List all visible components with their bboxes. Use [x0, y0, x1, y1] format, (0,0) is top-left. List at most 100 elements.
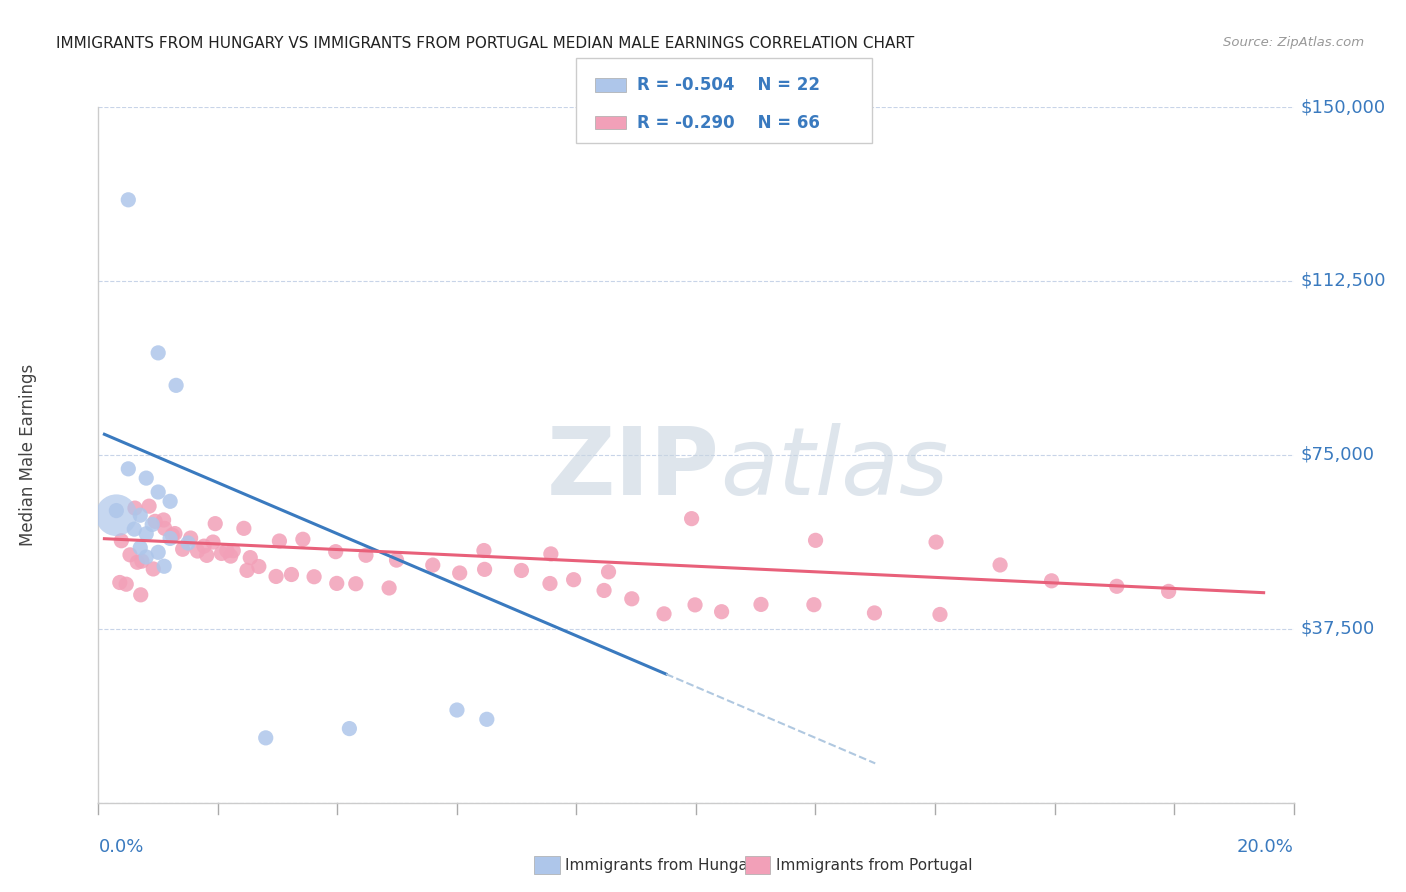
Point [510, 564, 533, 578]
Point [593, 583, 616, 598]
Point [280, 567, 302, 582]
Point [117, 193, 139, 207]
Point [1157, 584, 1180, 599]
Point [929, 607, 952, 622]
Point [385, 553, 408, 567]
Point [142, 562, 165, 576]
Point [710, 605, 733, 619]
Point [159, 532, 181, 546]
Point [135, 526, 157, 541]
Text: $112,500: $112,500 [1301, 272, 1386, 290]
Point [236, 563, 259, 577]
Text: Immigrants from Hungary: Immigrants from Hungary [565, 858, 763, 872]
Text: Source: ZipAtlas.com: Source: ZipAtlas.com [1223, 36, 1364, 49]
Point [105, 503, 128, 517]
Point [215, 543, 238, 558]
Point [135, 549, 157, 564]
Text: R = -0.290    N = 66: R = -0.290 N = 66 [637, 113, 820, 132]
Point [232, 521, 254, 535]
Point [1105, 579, 1128, 593]
Point [110, 533, 132, 548]
Point [129, 588, 152, 602]
Point [326, 576, 349, 591]
Point [135, 471, 157, 485]
Point [422, 558, 444, 573]
Point [118, 548, 141, 562]
Point [193, 539, 215, 553]
Point [925, 535, 948, 549]
Point [446, 703, 468, 717]
Point [269, 534, 291, 549]
Text: R = -0.504    N = 22: R = -0.504 N = 22 [637, 76, 820, 95]
Point [108, 575, 131, 590]
Point [148, 485, 170, 500]
Point [344, 576, 367, 591]
Text: $75,000: $75,000 [1301, 446, 1375, 464]
Point [475, 712, 498, 726]
Point [153, 521, 176, 535]
Point [202, 535, 225, 549]
Text: IMMIGRANTS FROM HUNGARY VS IMMIGRANTS FROM PORTUGAL MEDIAN MALE EARNINGS CORRELA: IMMIGRANTS FROM HUNGARY VS IMMIGRANTS FR… [56, 36, 914, 51]
Point [186, 544, 208, 558]
Point [160, 528, 183, 542]
Text: $37,500: $37,500 [1301, 620, 1375, 638]
Point [254, 731, 277, 745]
Point [177, 536, 200, 550]
Point [449, 566, 471, 580]
Point [143, 514, 166, 528]
Point [127, 555, 149, 569]
Text: Median Male Earnings: Median Male Earnings [20, 364, 37, 546]
Point [131, 554, 153, 568]
Point [681, 511, 703, 525]
Point [291, 533, 314, 547]
Point [620, 591, 643, 606]
Point [863, 606, 886, 620]
Text: 20.0%: 20.0% [1237, 838, 1294, 856]
Text: $150,000: $150,000 [1301, 98, 1386, 116]
Point [804, 533, 827, 548]
Point [652, 607, 675, 621]
Point [138, 499, 160, 513]
Point [538, 576, 561, 591]
Point [988, 558, 1011, 572]
Point [204, 516, 226, 531]
Point [153, 559, 176, 574]
Point [302, 570, 325, 584]
Point [339, 722, 360, 736]
Text: atlas: atlas [720, 424, 948, 515]
Point [598, 565, 620, 579]
Point [172, 542, 194, 557]
Point [163, 526, 186, 541]
Point [124, 501, 146, 516]
Text: ZIP: ZIP [547, 423, 720, 515]
Point [117, 462, 139, 476]
Point [239, 550, 262, 565]
Point [222, 543, 245, 558]
Point [195, 549, 218, 563]
Point [129, 508, 152, 523]
Point [474, 562, 496, 576]
Point [124, 522, 146, 536]
Point [803, 598, 825, 612]
Point [264, 569, 287, 583]
Point [219, 549, 242, 563]
Point [152, 513, 174, 527]
Text: 0.0%: 0.0% [98, 838, 143, 856]
Text: Immigrants from Portugal: Immigrants from Portugal [776, 858, 973, 872]
Point [180, 531, 202, 545]
Point [378, 581, 401, 595]
Point [562, 573, 585, 587]
Point [105, 508, 128, 523]
Point [354, 549, 377, 563]
Point [115, 577, 138, 591]
Point [159, 494, 181, 508]
Point [540, 547, 562, 561]
Point [129, 541, 152, 555]
Point [148, 545, 170, 559]
Point [148, 346, 170, 360]
Point [683, 598, 706, 612]
Point [165, 378, 187, 392]
Point [325, 544, 347, 558]
Point [247, 559, 270, 574]
Point [749, 598, 772, 612]
